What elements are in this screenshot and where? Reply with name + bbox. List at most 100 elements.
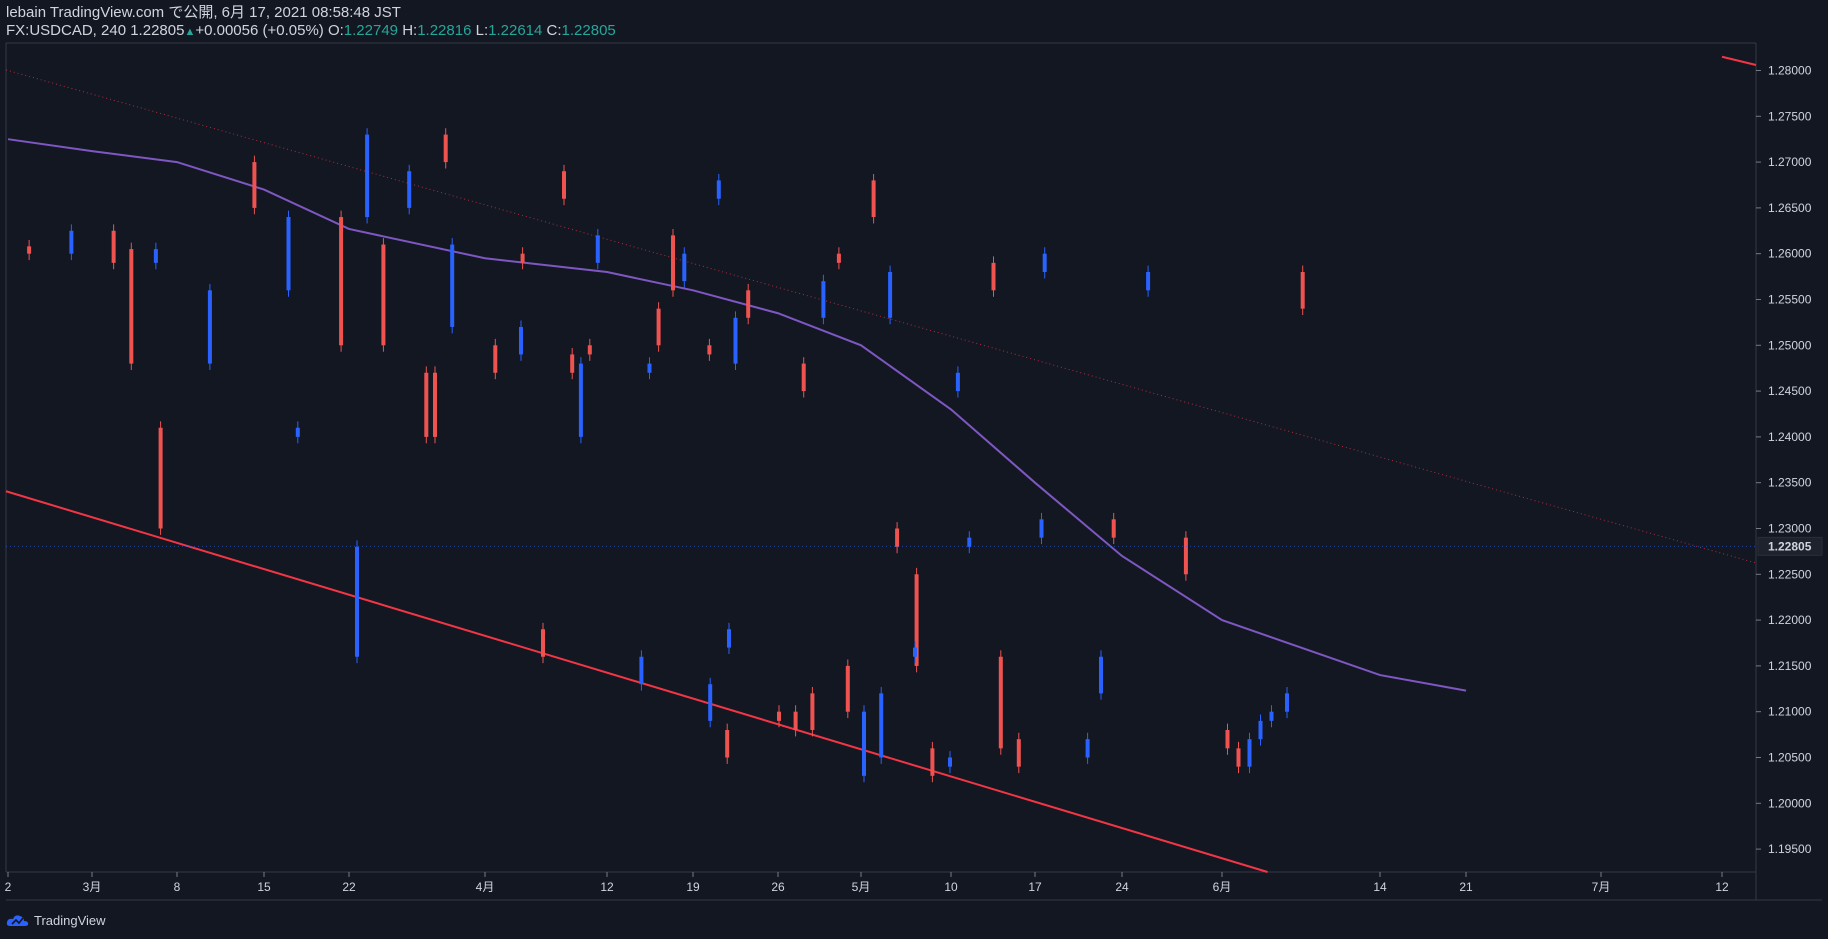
x-tick-label: 12	[1715, 880, 1729, 894]
candle-body	[1225, 730, 1230, 749]
y-tick-label: 1.26500	[1768, 201, 1812, 215]
x-tick-label: 17	[1028, 880, 1042, 894]
candle-body	[746, 290, 751, 318]
candle-body	[1085, 739, 1090, 758]
candle-body	[998, 656, 1003, 749]
candle-body	[1146, 272, 1151, 291]
candle-body	[871, 180, 876, 218]
candle-body	[570, 354, 575, 373]
candle-body	[656, 308, 661, 346]
y-tick-label: 1.23000	[1768, 521, 1812, 535]
candle-body	[520, 253, 525, 263]
candle-body	[27, 246, 32, 254]
x-tick-label: 12	[600, 880, 614, 894]
y-tick-label: 1.20000	[1768, 796, 1812, 810]
time-axis[interactable]: 2 3月 8 15 22 4月 12 19 26 5月 10 17 24 6月 14 21 7月 12	[5, 872, 1729, 894]
y-tick-label: 1.23500	[1768, 476, 1812, 490]
candle-body	[725, 730, 730, 758]
y-tick-label: 1.26000	[1768, 247, 1812, 261]
candle-body	[1285, 693, 1289, 712]
y-tick-label: 1.27500	[1768, 109, 1812, 123]
candle-body	[587, 345, 592, 355]
candle-body	[913, 647, 917, 657]
candle-body	[339, 217, 344, 346]
candle-body	[793, 711, 798, 731]
candle-body	[355, 546, 359, 657]
candle-body	[541, 629, 545, 657]
y-tick-label: 1.25000	[1768, 338, 1812, 352]
y-tick-label: 1.28000	[1768, 63, 1812, 77]
candle-body	[1039, 519, 1044, 538]
candle-body	[595, 235, 600, 263]
candle-body	[578, 363, 583, 437]
x-tick-label: 15	[257, 880, 271, 894]
candle-body	[1016, 739, 1021, 767]
x-tick-label: 26	[771, 880, 785, 894]
close-value: 1.22805	[561, 22, 616, 39]
candle-body	[286, 217, 291, 291]
symbol-label[interactable]: FX:USDCAD, 240	[6, 22, 127, 39]
candle-body	[1236, 748, 1241, 767]
candle-body	[562, 171, 566, 199]
candle-body	[129, 249, 134, 364]
y-tick-label: 1.24500	[1768, 384, 1812, 398]
candle-body	[443, 134, 448, 163]
last-price-label: 1.22805	[6, 536, 1823, 556]
candle-body	[407, 171, 412, 208]
footer-brand[interactable]: TradingView	[34, 912, 106, 928]
candle-body	[433, 372, 437, 437]
candle-body	[810, 693, 815, 731]
candle-body	[707, 345, 712, 355]
x-tick-label: 7月	[1592, 880, 1611, 894]
trendlines[interactable]	[5, 55, 1757, 873]
x-tick-label: 4月	[476, 880, 495, 894]
y-tick-label: 1.22000	[1768, 613, 1812, 627]
candle-body	[879, 693, 884, 758]
candle-body	[888, 272, 893, 318]
y-tick-label: 1.24000	[1768, 430, 1812, 444]
upper-channel-segment[interactable]	[1721, 55, 1757, 66]
x-tick-label: 24	[1115, 880, 1129, 894]
candle-body	[1300, 272, 1305, 309]
resistance-trendline[interactable]	[5, 69, 1757, 564]
candle-body	[914, 574, 919, 666]
low-label: L:	[475, 22, 489, 39]
x-tick-label: 21	[1459, 880, 1473, 894]
x-tick-label: 14	[1373, 880, 1387, 894]
candle-body	[111, 230, 116, 263]
open-value: 1.22749	[343, 22, 399, 39]
candle-body	[682, 253, 687, 282]
moving-average-line	[7, 138, 1467, 692]
candle-body	[967, 537, 972, 547]
candles	[27, 128, 1305, 783]
candle-body	[158, 427, 163, 529]
x-tick-label: 5月	[852, 880, 871, 894]
tradingview-cloud-icon	[6, 915, 29, 926]
candle-body	[895, 528, 900, 547]
candle-body	[252, 162, 257, 208]
publisher-line: lebain TradingView.com で公開, 6月 17, 2021 …	[6, 4, 616, 22]
x-tick-label: 2	[5, 880, 12, 894]
footer: TradingView	[6, 910, 106, 930]
candle-body	[801, 363, 806, 392]
candle-body	[1247, 739, 1252, 767]
last-price-text: 1.22805	[1768, 539, 1812, 553]
price-change: +0.00056 (+0.05%)	[195, 22, 324, 39]
candle-body	[450, 244, 455, 327]
candle-body	[1042, 253, 1047, 273]
candle-body	[1099, 656, 1103, 694]
close-label: C:	[546, 22, 562, 39]
candle-body	[153, 249, 158, 263]
candle-body	[1258, 720, 1263, 740]
support-trendline[interactable]	[5, 490, 1268, 873]
price-axis[interactable]: 1.28000 1.27500 1.27000 1.26500 1.26000 1.255…	[1756, 63, 1812, 856]
y-tick-label: 1.19500	[1768, 842, 1812, 856]
candle-body	[671, 235, 675, 291]
high-label: H:	[402, 22, 418, 39]
candle-body	[862, 711, 866, 776]
moving-average	[7, 138, 1467, 692]
publisher-text: lebain TradingView.com で公開, 6月 17, 2021 …	[6, 4, 401, 21]
candle-body	[708, 684, 713, 721]
candle-body	[991, 262, 996, 291]
